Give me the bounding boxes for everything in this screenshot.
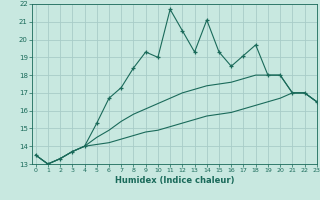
X-axis label: Humidex (Indice chaleur): Humidex (Indice chaleur): [115, 176, 234, 185]
